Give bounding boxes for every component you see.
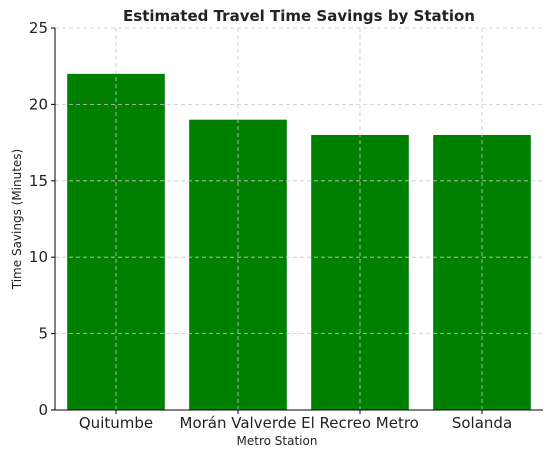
chart-title: Estimated Travel Time Savings by Station bbox=[123, 7, 475, 25]
y-tick-label: 5 bbox=[38, 325, 48, 343]
y-axis-label: Time Savings (Minutes) bbox=[10, 149, 24, 290]
x-tick-label: Quitumbe bbox=[79, 414, 153, 432]
x-tick-label: Solanda bbox=[452, 414, 512, 432]
y-tick-label: 10 bbox=[29, 248, 48, 266]
x-tick-label: Morán Valverde bbox=[180, 414, 297, 432]
x-axis-label: Metro Station bbox=[237, 434, 318, 448]
y-tick-label: 0 bbox=[38, 401, 48, 419]
y-tick-label: 20 bbox=[29, 95, 48, 113]
y-tick-label: 25 bbox=[29, 19, 48, 37]
axes bbox=[54, 28, 543, 411]
bars bbox=[67, 73, 531, 411]
x-ticks: Quitumbe Morán Valverde El Recreo Metro Sol… bbox=[79, 410, 512, 432]
y-tick-label: 15 bbox=[29, 172, 48, 190]
y-ticks: 0 5 10 15 20 25 bbox=[29, 19, 55, 419]
x-tick-label: El Recreo Metro bbox=[301, 414, 419, 432]
